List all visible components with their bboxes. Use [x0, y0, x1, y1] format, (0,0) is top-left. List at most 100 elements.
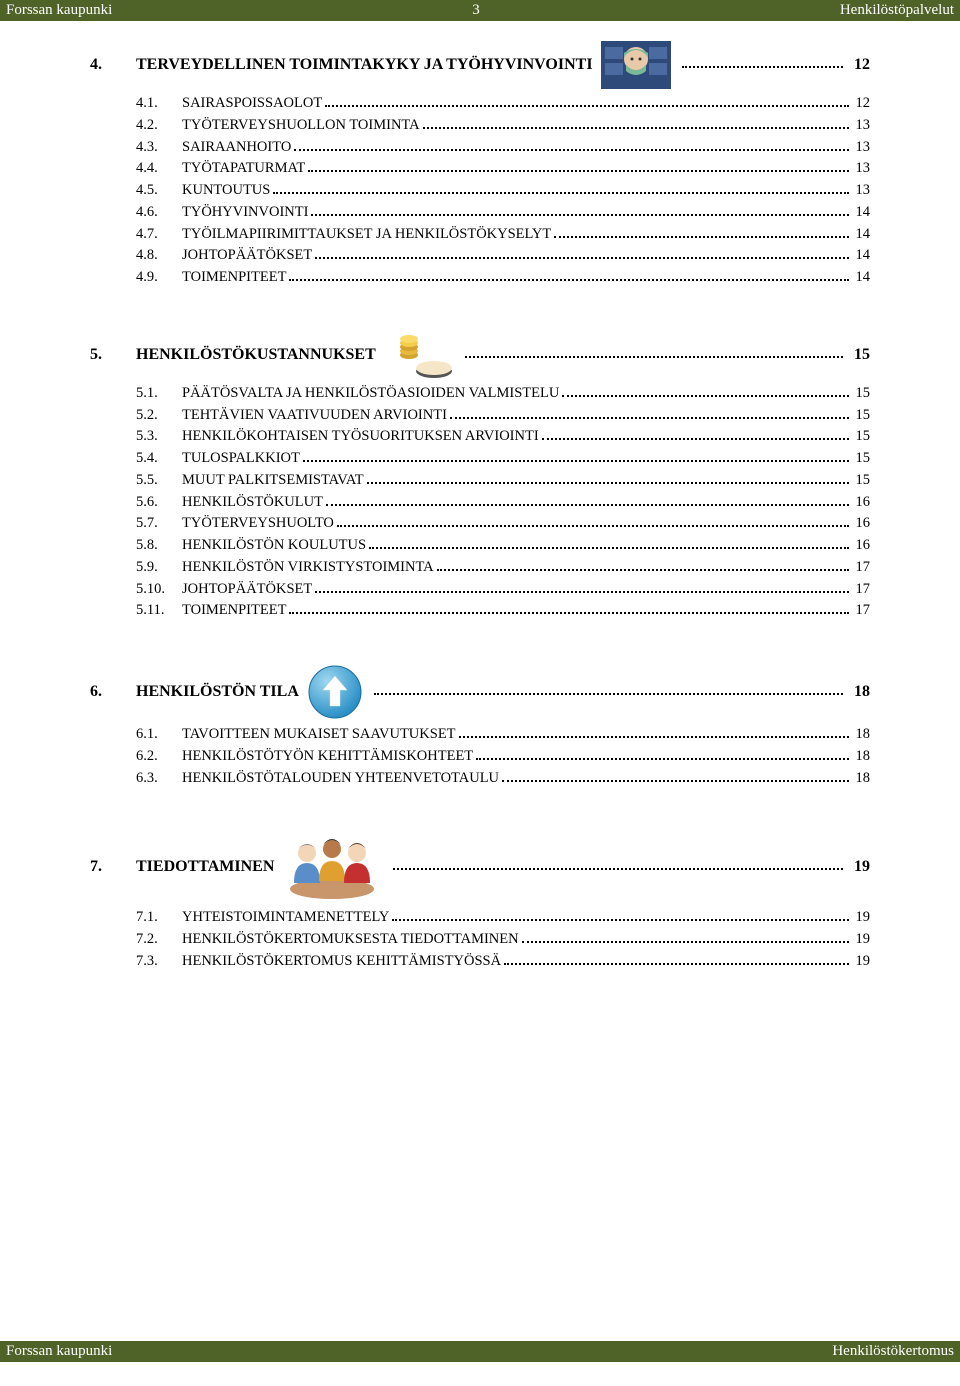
section-title: TERVEYDELLINEN TOIMINTAKYKY JA TYÖHYVINV… [136, 56, 593, 74]
dot-leader [437, 562, 849, 571]
dot-leader [315, 251, 848, 260]
sub-number: 5.8. [136, 535, 182, 557]
sub-title: HENKILÖSTÖTALOUDEN YHTEENVETOTAULU [182, 768, 499, 790]
section-heading: 6. HENKILÖSTÖN TILA [90, 664, 870, 720]
sub-number: 6.3. [136, 768, 182, 790]
sub-title: HENKILÖSTÖN VIRKISTYSTOIMINTA [182, 557, 434, 579]
sub-title: TYÖTAPATURMAT [182, 158, 305, 180]
sub-number: 6.2. [136, 746, 182, 768]
sub-number: 4.5. [136, 180, 182, 202]
toc-subitem: 4.5.KUNTOUTUS13 [136, 180, 870, 202]
dot-leader [289, 606, 848, 615]
section-title: TIEDOTTAMINEN [136, 858, 274, 876]
sub-page: 18 [856, 724, 871, 746]
toc-subitem: 6.2.HENKILÖSTÖTYÖN KEHITTÄMISKOHTEET 18 [136, 746, 870, 768]
section-heading: 5. HENKILÖSTÖKUSTANNUKSET 15 [90, 331, 870, 379]
toc-subitem: 4.7.TYÖILMAPIIRIMITTAUKSET JA HENKILÖSTÖ… [136, 224, 870, 246]
dot-leader [459, 729, 849, 738]
sub-page: 18 [856, 768, 871, 790]
subitems: 7.1.YHTEISTOIMINTAMENETTELY19 7.2.HENKIL… [90, 907, 870, 972]
sub-title: HENKILÖSTÖN KOULUTUS [182, 535, 366, 557]
sub-page: 15 [856, 470, 871, 492]
dot-leader [423, 120, 849, 129]
dot-leader [392, 913, 848, 922]
section-page: 19 [854, 858, 870, 876]
dot-leader [326, 497, 849, 506]
sub-page: 17 [856, 600, 871, 622]
sub-page: 16 [856, 492, 871, 514]
sub-title: PÄÄTÖSVALTA JA HENKILÖSTÖASIOIDEN VALMIS… [182, 383, 559, 405]
dot-leader [465, 348, 843, 358]
sub-page: 13 [856, 115, 871, 137]
sub-page: 15 [856, 405, 871, 427]
subitems: 4.1.SAIRASPOISSAOLOT 12 4.2.TYÖTERVEYSHUO… [90, 93, 870, 289]
sub-title: JOHTOPÄÄTÖKSET [182, 579, 312, 601]
footer-bar: Forssan kaupunki Henkilöstökertomus [0, 1341, 960, 1362]
section-number: 5. [90, 346, 136, 364]
sub-number: 4.8. [136, 245, 182, 267]
toc-subitem: 5.2.TEHTÄVIEN VAATIVUUDEN ARVIOINTI15 [136, 405, 870, 427]
sub-title: TULOSPALKKIOT [182, 448, 300, 470]
sub-page: 16 [856, 535, 871, 557]
sub-number: 4.9. [136, 267, 182, 289]
footer-left: Forssan kaupunki [6, 1343, 112, 1360]
section-page: 15 [854, 346, 870, 364]
dot-leader [554, 229, 848, 238]
sub-number: 7.2. [136, 929, 182, 951]
sub-title: SAIRASPOISSAOLOT [182, 93, 322, 115]
section-heading: 4. TERVEYDELLINEN TOIMINTAKYKY JA TYÖHYV… [90, 41, 870, 89]
dot-leader [294, 142, 848, 151]
dot-leader [315, 584, 848, 593]
sub-title: TYÖHYVINVOINTI [182, 202, 308, 224]
sub-title: HENKILÖSTÖKERTOMUS KEHITTÄMISTYÖSSÄ [182, 951, 501, 973]
sub-title: SAIRAANHOITO [182, 137, 291, 159]
sub-page: 14 [856, 224, 871, 246]
sub-page: 18 [856, 746, 871, 768]
sub-page: 15 [856, 448, 871, 470]
dot-leader [502, 773, 848, 782]
dot-leader [367, 475, 849, 484]
toc-subitem: 5.3.HENKILÖKOHTAISEN TYÖSUORITUKSEN ARVI… [136, 426, 870, 448]
section-title: HENKILÖSTÖN TILA [136, 683, 299, 701]
section-number: 7. [90, 858, 136, 876]
sub-number: 7.1. [136, 907, 182, 929]
section-heading: 7. TIEDOTTAMINEN [90, 831, 870, 903]
dot-leader [337, 519, 849, 528]
sub-title: TAVOITTEEN MUKAISET SAAVUTUKSET [182, 724, 456, 746]
sub-title: TYÖILMAPIIRIMITTAUKSET JA HENKILÖSTÖKYSE… [182, 224, 551, 246]
sub-title: HENKILÖSTÖTYÖN KEHITTÄMISKOHTEET [182, 746, 473, 768]
sub-title: HENKILÖSTÖKERTOMUKSESTA TIEDOTTAMINEN [182, 929, 519, 951]
header-right: Henkilöstöpalvelut [840, 2, 954, 19]
sub-number: 5.9. [136, 557, 182, 579]
dot-leader [369, 540, 848, 549]
sub-title: HENKILÖSTÖKULUT [182, 492, 323, 514]
sub-number: 4.1. [136, 93, 182, 115]
toc-subitem: 4.8.JOHTOPÄÄTÖKSET14 [136, 245, 870, 267]
header-left: Forssan kaupunki [6, 2, 112, 19]
sub-number: 6.1. [136, 724, 182, 746]
toc-subitem: 5.5.MUUT PALKITSEMISTAVAT15 [136, 470, 870, 492]
sub-title: JOHTOPÄÄTÖKSET [182, 245, 312, 267]
meeting-icon [282, 831, 382, 903]
sub-number: 5.6. [136, 492, 182, 514]
subitems: 6.1.TAVOITTEEN MUKAISET SAAVUTUKSET 18 6.… [90, 724, 870, 789]
toc-subitem: 4.4.TYÖTAPATURMAT13 [136, 158, 870, 180]
sub-number: 4.2. [136, 115, 182, 137]
toc-subitem: 5.7.TYÖTERVEYSHUOLTO16 [136, 513, 870, 535]
toc-section-4: 4. TERVEYDELLINEN TOIMINTAKYKY JA TYÖHYV… [90, 41, 870, 289]
toc-subitem: 4.2.TYÖTERVEYSHUOLLON TOIMINTA13 [136, 115, 870, 137]
dot-leader [311, 207, 848, 216]
sub-number: 5.11. [136, 600, 182, 622]
sub-page: 12 [856, 93, 871, 115]
sub-title: TOIMENPITEET [182, 600, 286, 622]
sub-title: MUUT PALKITSEMISTAVAT [182, 470, 364, 492]
sub-number: 4.4. [136, 158, 182, 180]
sub-page: 13 [856, 180, 871, 202]
toc-subitem: 5.9.HENKILÖSTÖN VIRKISTYSTOIMINTA17 [136, 557, 870, 579]
dot-leader [476, 751, 848, 760]
sub-number: 5.1. [136, 383, 182, 405]
sub-page: 15 [856, 383, 871, 405]
sub-title: TYÖTERVEYSHUOLTO [182, 513, 334, 535]
toc-subitem: 5.11.TOIMENPITEET 17 [136, 600, 870, 622]
page-content: 4. TERVEYDELLINEN TOIMINTAKYKY JA TYÖHYV… [0, 21, 960, 1341]
